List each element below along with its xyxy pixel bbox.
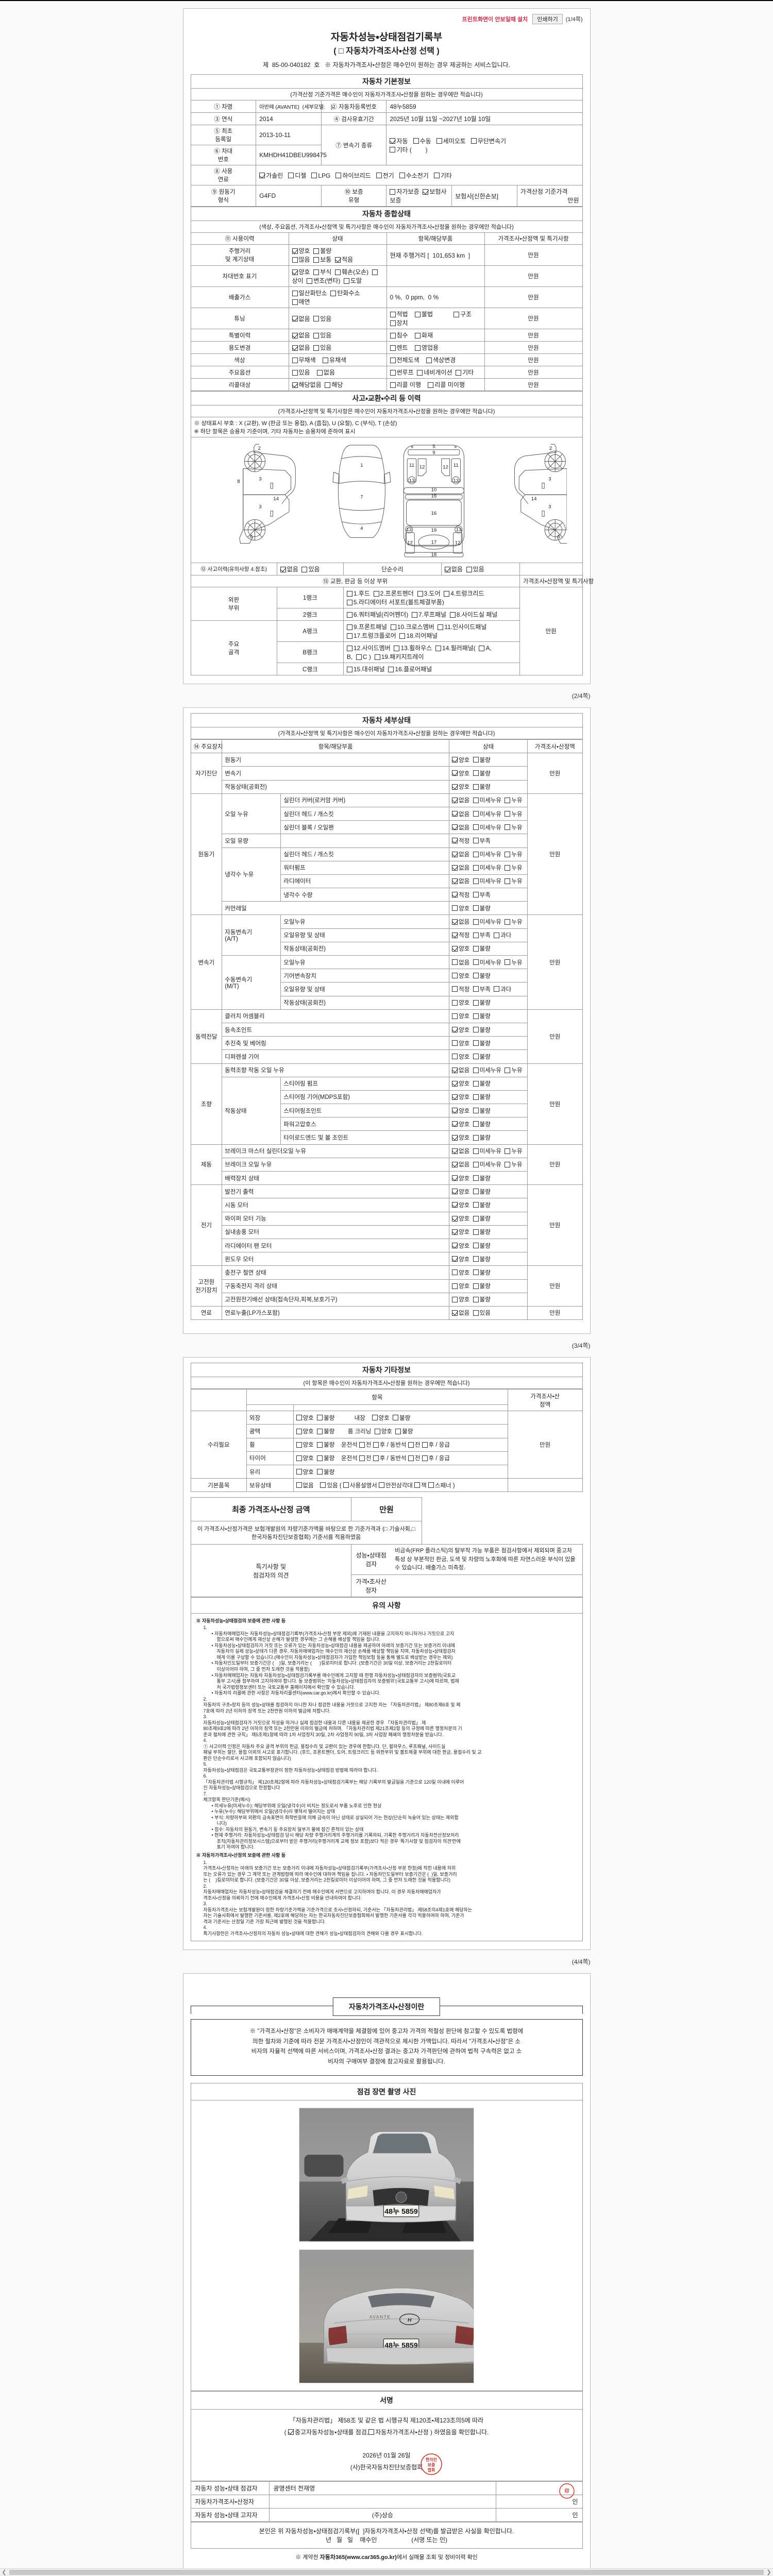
svg-text:3: 3 (259, 504, 261, 510)
svg-text:보증: 보증 (428, 2463, 435, 2467)
svg-text:8: 8 (237, 479, 240, 485)
svg-text:印: 印 (564, 2488, 569, 2494)
svg-text:10: 10 (431, 487, 437, 493)
svg-text:2: 2 (549, 446, 552, 451)
svg-text:18: 18 (431, 552, 437, 557)
svg-text:14: 14 (531, 496, 537, 502)
svg-text:1: 1 (360, 463, 363, 468)
svg-text:9: 9 (432, 450, 435, 456)
svg-text:11: 11 (409, 463, 414, 468)
svg-text:12: 12 (419, 465, 425, 470)
svg-text:6: 6 (250, 534, 253, 539)
svg-text:협회: 협회 (428, 2467, 435, 2472)
svg-text:15: 15 (431, 494, 437, 499)
svg-text:12: 12 (455, 540, 461, 546)
svg-text:5: 5 (432, 444, 435, 449)
svg-text:3: 3 (259, 476, 261, 482)
svg-text:48누 5859: 48누 5859 (384, 2207, 418, 2216)
svg-text:13: 13 (406, 527, 412, 533)
svg-text:12: 12 (443, 465, 448, 470)
svg-text:3: 3 (548, 476, 551, 482)
svg-text:13: 13 (456, 527, 462, 533)
svg-text:13: 13 (453, 478, 459, 484)
svg-text:H: H (408, 2317, 412, 2323)
svg-text:13: 13 (409, 478, 415, 484)
svg-text:2: 2 (258, 446, 261, 451)
svg-text:14: 14 (273, 496, 279, 502)
svg-text:AVANTE: AVANTE (369, 2314, 391, 2319)
svg-text:11: 11 (453, 463, 459, 468)
svg-text:19: 19 (431, 528, 437, 533)
svg-text:12: 12 (407, 540, 413, 546)
svg-text:3: 3 (548, 504, 551, 510)
svg-text:17: 17 (431, 540, 437, 546)
svg-text:4: 4 (360, 526, 363, 532)
svg-text:7: 7 (360, 494, 363, 500)
svg-text:16: 16 (431, 511, 437, 516)
svg-text:한자진: 한자진 (426, 2457, 437, 2462)
svg-text:6: 6 (558, 534, 560, 539)
